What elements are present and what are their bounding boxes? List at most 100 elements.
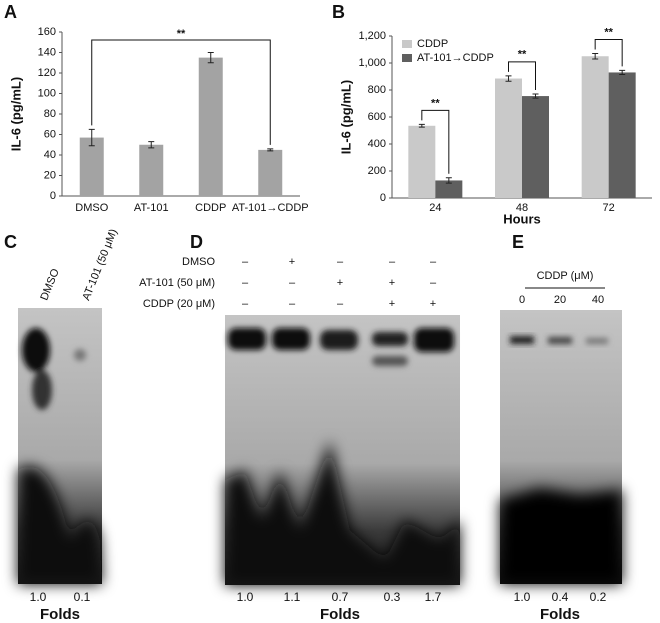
y-tick-label: 40 bbox=[44, 149, 56, 161]
panel-letter: E bbox=[512, 232, 524, 252]
error-bar bbox=[267, 148, 274, 152]
bar bbox=[581, 56, 609, 198]
error-bar bbox=[532, 93, 539, 99]
gel-bands bbox=[510, 336, 608, 344]
fold-value: 0.4 bbox=[552, 590, 569, 604]
lane-sign: + bbox=[337, 277, 343, 289]
y-tick-label: 400 bbox=[368, 138, 386, 150]
row-label: CDDP (20 μM) bbox=[143, 298, 215, 310]
y-axis-label: IL-6 (pg/mL) bbox=[338, 80, 353, 154]
panel-letter: B bbox=[332, 2, 345, 22]
significance-bracket bbox=[91, 39, 271, 145]
gel-panel-d: D DMSO – + – – – AT-101 (50 μM) – – + + – CDDP (20 μ… bbox=[139, 232, 460, 623]
y-tick-label: 100 bbox=[38, 87, 56, 99]
error-bar bbox=[148, 141, 155, 149]
x-tick-label: 24 bbox=[429, 202, 441, 214]
significance-bracket bbox=[594, 39, 623, 67]
lane-label: 20 bbox=[554, 294, 566, 306]
folds-label: Folds bbox=[320, 606, 360, 623]
bar bbox=[522, 96, 549, 198]
fold-value: 0.2 bbox=[590, 590, 607, 604]
legend-label: AT-101→CDDP bbox=[417, 52, 494, 64]
legend-swatch bbox=[402, 54, 412, 62]
gel-panel-e: E CDDP (μM) 0 20 40 1.0 0.4 0.2 Folds bbox=[500, 232, 622, 623]
lane-sign: – bbox=[430, 277, 437, 289]
y-tick-label: 80 bbox=[44, 108, 56, 120]
fold-value: 1.7 bbox=[425, 590, 442, 604]
significance-bracket bbox=[421, 109, 450, 174]
lane-label: AT-101 (50 μM) bbox=[80, 227, 120, 302]
y-tick-label: 140 bbox=[38, 46, 56, 58]
y-tick-label: 600 bbox=[368, 111, 386, 123]
lane-label: DMSO bbox=[38, 267, 62, 303]
y-tick-label: 120 bbox=[38, 67, 56, 79]
bar bbox=[495, 78, 522, 198]
error-bar bbox=[418, 123, 425, 128]
bar bbox=[258, 149, 283, 196]
fold-value: 1.0 bbox=[237, 590, 254, 604]
fold-value: 0.3 bbox=[384, 590, 401, 604]
header: CDDP (μM) bbox=[537, 270, 594, 282]
annotation: ** bbox=[518, 49, 527, 61]
panel-letter: C bbox=[4, 232, 17, 252]
lane-sign: + bbox=[389, 277, 395, 289]
x-tick-label: DMSO bbox=[75, 202, 108, 214]
y-tick-label: 1,200 bbox=[358, 30, 386, 42]
lane-sign: – bbox=[430, 256, 437, 268]
y-tick-label: 0 bbox=[380, 192, 386, 204]
fold-value: 1.0 bbox=[30, 590, 47, 604]
charts: A 0 20 40 60 80 100 120 140 160 IL-6 (pg/mL) DMSO AT… bbox=[4, 2, 652, 226]
fold-value: 0.1 bbox=[74, 590, 91, 604]
y-tick-label: 160 bbox=[38, 26, 56, 38]
lane-sign: – bbox=[337, 256, 344, 268]
lane-sign: – bbox=[242, 277, 249, 289]
lane-label: 40 bbox=[592, 294, 604, 306]
lane-sign: – bbox=[289, 298, 296, 310]
annotation: ** bbox=[431, 97, 440, 109]
bar bbox=[408, 125, 436, 198]
panel-letter: A bbox=[4, 2, 17, 22]
fold-value: 0.7 bbox=[332, 590, 349, 604]
fold-value: 1.1 bbox=[284, 590, 301, 604]
error-bar bbox=[619, 69, 626, 75]
folds-label: Folds bbox=[540, 606, 580, 623]
error-bar bbox=[505, 75, 512, 82]
legend-swatch bbox=[402, 40, 412, 48]
x-tick-label: AT-101→CDDP bbox=[232, 202, 309, 214]
y-tick-label: 60 bbox=[44, 128, 56, 140]
gel-bands bbox=[22, 328, 86, 410]
x-axis-label: Hours bbox=[503, 211, 541, 226]
panel-letter: D bbox=[190, 232, 203, 252]
y-tick-label: 800 bbox=[368, 84, 386, 96]
error-bar bbox=[88, 128, 95, 147]
gel-panel-c: C DMSO AT-101 (50 μM) 1.0 0.1 Folds bbox=[4, 227, 120, 623]
y-tick-label: 200 bbox=[368, 165, 386, 177]
lane-sign: – bbox=[242, 256, 249, 268]
error-bar bbox=[445, 177, 452, 184]
annotation: ** bbox=[177, 28, 186, 40]
lane-sign: + bbox=[289, 256, 295, 268]
y-tick-label: 1,000 bbox=[358, 57, 386, 69]
error-bar bbox=[592, 53, 599, 60]
x-tick-label: 72 bbox=[603, 202, 615, 214]
x-tick-label: CDDP bbox=[195, 202, 226, 214]
y-axis-label: IL-6 (pg/mL) bbox=[8, 77, 23, 151]
bar bbox=[608, 72, 636, 198]
y-tick-label: 20 bbox=[44, 169, 56, 181]
row-label: DMSO bbox=[182, 256, 215, 268]
lane-sign: + bbox=[389, 298, 395, 310]
lane-sign: + bbox=[430, 298, 436, 310]
legend-label: CDDP bbox=[417, 38, 448, 50]
x-tick-label: AT-101 bbox=[134, 202, 169, 214]
lane-sign: – bbox=[242, 298, 249, 310]
folds-label: Folds bbox=[40, 606, 80, 623]
error-bar bbox=[207, 52, 214, 64]
lane-label: 0 bbox=[519, 294, 525, 306]
significance-bracket bbox=[508, 61, 536, 91]
bar bbox=[139, 144, 164, 196]
bar bbox=[435, 180, 463, 198]
row-label: AT-101 (50 μM) bbox=[139, 277, 215, 289]
lane-sign: – bbox=[389, 256, 396, 268]
y-tick-label: 0 bbox=[50, 190, 56, 202]
